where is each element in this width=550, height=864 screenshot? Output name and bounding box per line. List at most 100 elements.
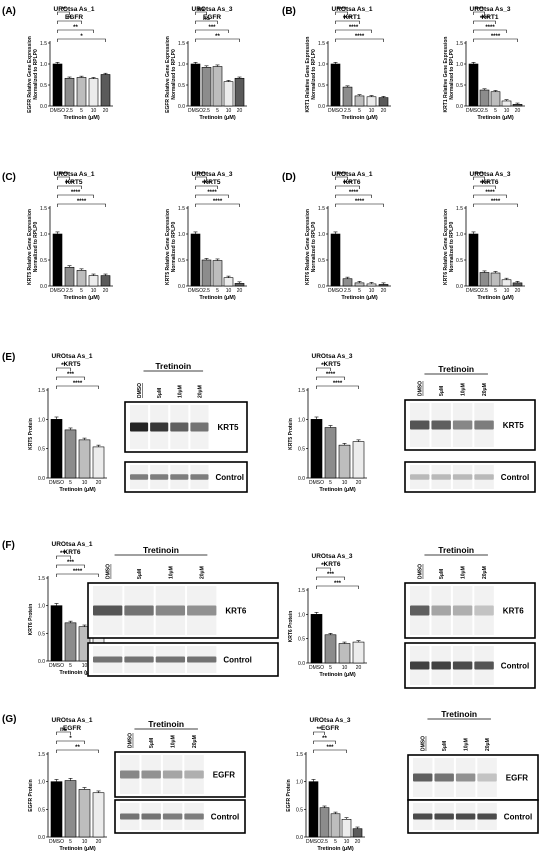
chart-title: UROtsa As_3: [312, 553, 353, 560]
significance-label: ****: [77, 199, 87, 205]
y-tick-label: 1.5: [178, 41, 185, 47]
significance-label: ***: [67, 372, 75, 378]
lane-label: 5μM: [137, 569, 143, 579]
significance-label: ***: [334, 581, 342, 587]
y-axis-label: KRT6 Relative Gene ExpressionNormalized …: [305, 209, 317, 285]
y-tick-label: 1.0: [318, 232, 325, 238]
x-tick-label: 5: [69, 839, 72, 845]
y-tick-label: 1.5: [456, 206, 463, 212]
y-axis-label: EGFR Protein: [286, 779, 292, 812]
y-tick-label: 1.0: [178, 232, 185, 238]
chart-subtitle: KRT5: [66, 179, 83, 186]
x-tick-label: 5: [494, 108, 497, 114]
y-tick-label: 0.0: [298, 661, 305, 667]
chart-title: UROtsa As_1: [52, 353, 93, 360]
bar-dmso: [308, 781, 319, 838]
y-tick-label: 1.5: [318, 206, 325, 212]
y-tick-label: 1.0: [38, 780, 45, 786]
target-band: [141, 770, 161, 779]
significance-bracket: [195, 194, 229, 198]
significance-bracket: [473, 194, 507, 198]
y-tick-label: 0.0: [38, 835, 45, 841]
control-label: Control: [216, 473, 244, 482]
treatment-title: Tretinoin: [438, 545, 474, 555]
chart-subtitle: KRT5: [324, 361, 341, 368]
significance-label: ****: [207, 190, 217, 196]
x-tick-label: 10: [82, 839, 88, 845]
control-label: Control: [223, 656, 251, 665]
significance-label: ****: [355, 199, 365, 205]
target-label: KRT6: [225, 607, 246, 616]
y-tick-label: 0.5: [318, 258, 325, 264]
y-tick-label: 1.5: [456, 41, 463, 47]
bar-20: [378, 97, 389, 107]
lane-label: 5μM: [439, 386, 445, 396]
x-tick-label: 10: [82, 663, 88, 669]
control-band: [410, 474, 430, 480]
bar-10: [88, 78, 99, 107]
x-tick-label: 10: [344, 839, 350, 845]
bar-10: [366, 283, 377, 287]
y-axis-label: KRT5 Relative Gene ExpressionNormalized …: [27, 209, 39, 285]
x-tick-label: DMSO: [306, 839, 321, 845]
lane-label: DMSO: [106, 564, 112, 579]
target-band: [184, 770, 204, 779]
x-tick-label: DMSO: [188, 288, 203, 294]
significance-label: ****: [73, 569, 83, 575]
significance-label: ****: [474, 7, 484, 13]
significance-bracket: [56, 573, 99, 577]
y-tick-label: 1.0: [40, 62, 47, 68]
control-label: Control: [501, 473, 529, 482]
y-tick-label: 0.0: [178, 284, 185, 290]
bar-5: [212, 260, 223, 287]
y-tick-label: 0.5: [178, 83, 185, 89]
bar-2_5: [319, 807, 330, 838]
significance-label: **: [61, 7, 66, 13]
bar-dmso: [468, 63, 479, 107]
significance-bracket: [335, 203, 384, 207]
x-tick-label: 5: [69, 663, 72, 669]
y-tick-label: 1.0: [456, 232, 463, 238]
significance-bracket: [57, 38, 106, 42]
significance-label: ***: [327, 572, 335, 578]
x-tick-label: 2.5: [203, 108, 210, 114]
bar-dmso: [468, 233, 479, 287]
x-axis-label: Tretinoin (μM): [317, 846, 354, 852]
x-tick-label: 5: [329, 665, 332, 671]
significance-bracket: [57, 29, 94, 33]
significance-bracket: [335, 176, 348, 180]
significance-label: **: [317, 727, 322, 733]
x-tick-label: DMSO: [49, 663, 64, 669]
y-tick-label: 1.0: [38, 417, 45, 423]
bar-20: [352, 441, 365, 479]
bar-20: [378, 284, 389, 287]
target-band: [434, 773, 454, 782]
bar-5: [490, 91, 501, 107]
target-band: [190, 422, 209, 432]
treatment-title: Tretinoin: [148, 719, 184, 729]
control-band: [452, 661, 473, 670]
lane-label: DMSO: [418, 381, 424, 396]
control-band: [120, 813, 140, 820]
blot-g1: Tretinoin DMSO 5μM 10μM 20μM EGFR Control: [114, 719, 246, 834]
bar-20: [92, 792, 105, 838]
bar-20: [234, 77, 245, 107]
significance-label: **: [67, 16, 72, 22]
y-tick-label: 1.0: [298, 417, 305, 423]
significance-bracket: [57, 203, 106, 207]
x-tick-label: 10: [82, 480, 88, 486]
panel-label: (B): [282, 6, 296, 17]
target-label: KRT5: [503, 421, 524, 430]
y-tick-label: 0.0: [38, 476, 45, 482]
significance-bracket: [313, 731, 325, 735]
significance-label: **: [61, 363, 66, 369]
bar-dmso: [50, 605, 63, 662]
bar-20: [512, 104, 523, 107]
bar-10: [88, 275, 99, 287]
lane-label: 10μM: [461, 383, 467, 396]
y-tick-label: 0.5: [40, 258, 47, 264]
